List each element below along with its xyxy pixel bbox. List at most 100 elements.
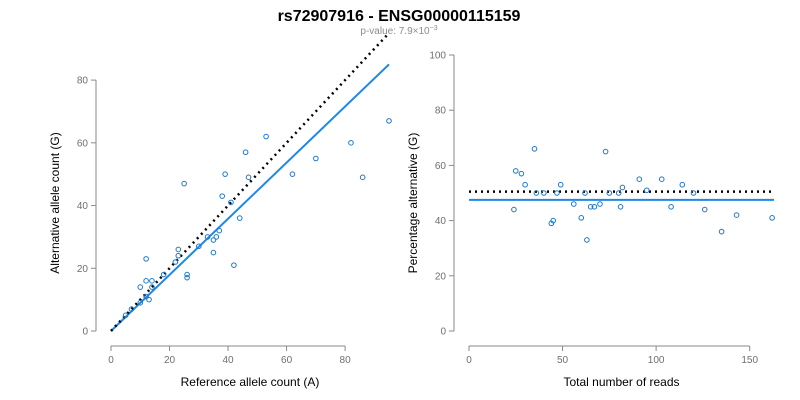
right-data-point xyxy=(591,204,598,210)
left-data-point xyxy=(137,284,144,290)
left-data-point xyxy=(143,293,149,300)
left-data-point xyxy=(210,249,217,256)
left-x-tick-label: 80 xyxy=(340,355,352,366)
left-data-point xyxy=(245,174,252,181)
left-data-point xyxy=(149,278,155,284)
right-data-point xyxy=(769,215,775,221)
percentage-alternative-scatter: 0 20 40 60 80 100 0 50 100 150 Total number of rea… xyxy=(406,51,775,389)
right-data-point xyxy=(606,190,613,196)
right-data-point xyxy=(690,190,697,196)
left-data-point xyxy=(149,284,155,290)
left-data-point xyxy=(386,118,392,124)
right-data-point xyxy=(570,201,577,207)
right-x-tick-label: 150 xyxy=(741,355,758,366)
right-data-point xyxy=(557,181,564,188)
left-y-axis-title: Alternative allele count (G) xyxy=(48,132,62,273)
left-x-tick-label: 0 xyxy=(108,355,114,366)
right-data-point xyxy=(522,181,528,188)
right-x-axis-title: Total number of reads xyxy=(563,375,679,389)
right-x-tick-label: 0 xyxy=(466,355,472,366)
p-value-exponent: −3 xyxy=(430,25,438,32)
left-data-point xyxy=(348,140,354,146)
right-data-point xyxy=(668,204,674,210)
right-data-point xyxy=(550,217,557,224)
left-data-point xyxy=(184,271,190,278)
right-data-point xyxy=(578,215,585,221)
left-data-point xyxy=(228,199,234,206)
right-data-point xyxy=(541,190,547,196)
left-x-tick-label: 20 xyxy=(164,355,176,366)
left-data-point xyxy=(175,252,182,259)
right-x-tick-label: 50 xyxy=(557,355,569,366)
right-y-tick-label: 80 xyxy=(435,106,447,117)
right-data-point xyxy=(518,170,525,177)
right-data-point xyxy=(617,204,624,210)
right-data-point xyxy=(554,190,560,196)
left-x-tick-label: 60 xyxy=(281,355,293,366)
left-data-point xyxy=(175,246,182,253)
right-data-point xyxy=(615,190,622,196)
left-data-point xyxy=(210,237,217,243)
left-reference-line xyxy=(110,32,390,332)
allele-count-scatter: 0 20 40 60 80 0 20 40 60 80 Reference allele count… xyxy=(48,32,392,389)
right-data-point xyxy=(512,168,519,174)
right-data-point xyxy=(584,237,590,243)
right-data-point xyxy=(643,187,650,194)
left-data-point xyxy=(236,215,243,221)
left-data-point xyxy=(231,262,237,268)
right-y-axis-title: Percentage alternative (G) xyxy=(406,133,420,274)
left-data-point xyxy=(143,256,149,262)
left-data-point xyxy=(263,133,269,140)
right-data-point xyxy=(533,190,540,196)
left-data-point xyxy=(143,278,149,284)
left-data-point xyxy=(359,174,366,181)
left-data-point xyxy=(213,234,220,240)
left-y-tick-label: 80 xyxy=(77,76,89,87)
left-data-point xyxy=(146,296,152,303)
right-data-point xyxy=(658,176,665,182)
left-data-point xyxy=(313,155,319,162)
left-y-tick-label: 40 xyxy=(77,201,89,212)
left-data-point xyxy=(122,312,129,319)
right-data-point xyxy=(587,204,594,210)
left-y-tick-label: 60 xyxy=(77,138,89,149)
left-data-point xyxy=(172,259,179,265)
left-data-point xyxy=(219,193,225,199)
left-data-point xyxy=(289,171,296,177)
right-y-tick-label: 0 xyxy=(440,327,446,338)
left-x-axis-title: Reference allele count (A) xyxy=(181,375,320,389)
left-y-tick-label: 0 xyxy=(82,327,88,338)
right-data-point xyxy=(718,228,725,235)
right-data-point xyxy=(619,184,626,191)
right-data-point xyxy=(701,206,708,213)
right-y-tick-label: 60 xyxy=(435,161,447,172)
right-data-point xyxy=(531,146,538,152)
left-y-tick-label: 20 xyxy=(77,264,89,275)
left-data-point xyxy=(137,299,144,306)
right-data-point xyxy=(582,190,588,196)
left-data-point xyxy=(181,180,187,187)
right-y-tick-label: 100 xyxy=(429,51,446,62)
right-data-point xyxy=(679,181,686,188)
right-y-tick-label: 40 xyxy=(435,216,447,227)
left-data-point xyxy=(242,149,249,156)
left-data-point xyxy=(184,274,190,281)
right-x-tick-label: 100 xyxy=(648,355,665,366)
right-data-point xyxy=(597,201,603,207)
left-data-point xyxy=(160,271,167,278)
p-value-text: p-value: 7.9×10 xyxy=(360,26,430,37)
chart-title: rs72907916 - ENSG00000115159 xyxy=(278,8,521,25)
left-fit-line xyxy=(110,63,390,332)
left-data-point xyxy=(222,171,228,177)
right-data-point xyxy=(733,212,740,218)
chart-subtitle: p-value: 7.9×10−3 xyxy=(360,25,437,37)
left-data-point xyxy=(128,306,135,312)
right-y-tick-label: 20 xyxy=(435,271,447,282)
left-data-point xyxy=(204,234,211,240)
left-data-point xyxy=(195,243,202,250)
right-data-point xyxy=(511,206,517,213)
right-data-point xyxy=(636,176,643,182)
left-x-tick-label: 40 xyxy=(222,355,234,366)
left-data-point xyxy=(216,227,223,234)
